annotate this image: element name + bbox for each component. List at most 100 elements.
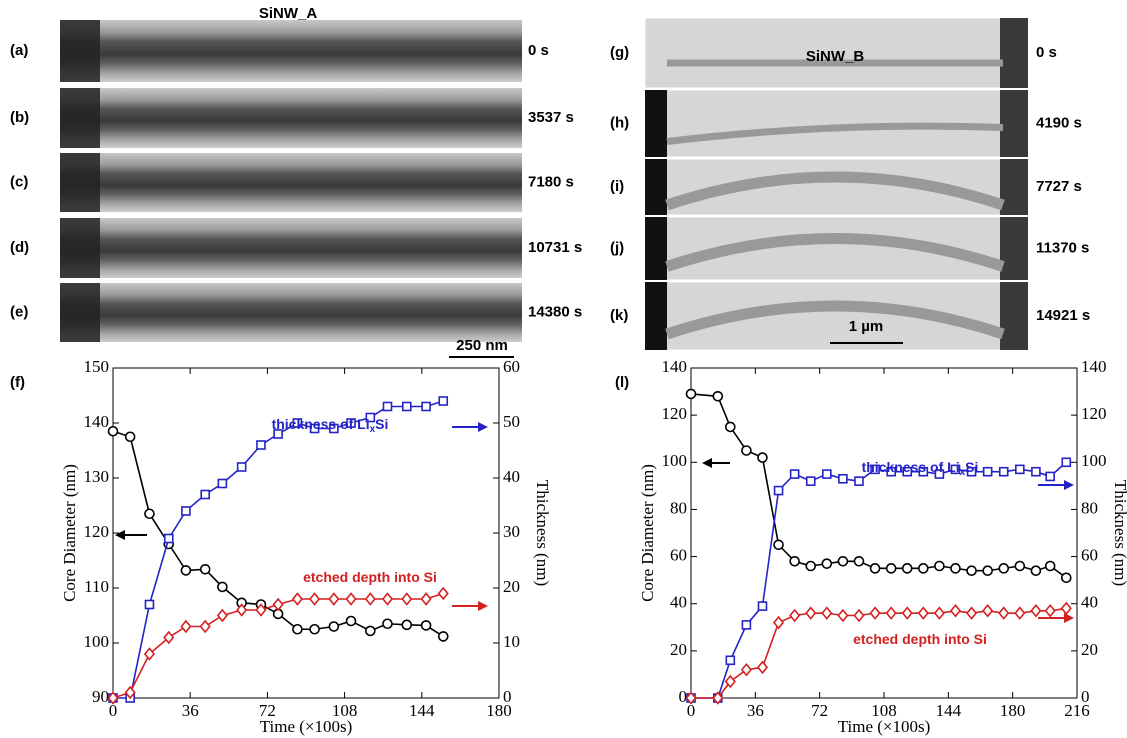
marker — [382, 618, 393, 630]
tem-image-edge — [645, 90, 667, 157]
annotation-arrowhead — [1064, 613, 1074, 623]
marker — [1014, 606, 1026, 620]
tem-image — [60, 88, 522, 148]
y-tick-label: 80 — [670, 498, 687, 517]
tem-image-edge — [645, 282, 667, 350]
marker — [950, 563, 961, 574]
tem-image-edge — [60, 218, 100, 278]
y2-tick-label: 60 — [1081, 545, 1098, 564]
x-tick-label: 108 — [871, 701, 897, 720]
marker — [885, 563, 897, 574]
frame-label: (g) — [610, 44, 629, 61]
marker — [199, 563, 211, 575]
frame-time: 14380 s — [528, 303, 582, 320]
annotation-arrowhead — [115, 530, 125, 540]
marker — [256, 440, 266, 450]
frame-label: (e) — [10, 303, 28, 320]
y2-tick-label: 140 — [1081, 357, 1107, 376]
marker — [365, 412, 376, 423]
marker — [773, 539, 784, 551]
plot-frame — [112, 367, 500, 699]
x-tick-label: 180 — [486, 701, 512, 720]
nanowire — [666, 122, 1004, 145]
marker — [180, 565, 192, 576]
x-axis-label: Time (×100s) — [838, 717, 931, 736]
marker — [998, 606, 1010, 620]
y2-tick-label: 0 — [503, 687, 512, 706]
marker — [918, 466, 929, 477]
marker — [998, 563, 1010, 574]
frame-label: (c) — [10, 173, 28, 190]
marker — [437, 631, 449, 642]
frame-label: (k) — [610, 307, 628, 324]
y-tick-label: 120 — [84, 522, 110, 541]
frame-time: 7180 s — [528, 173, 574, 190]
marker — [272, 597, 284, 612]
marker — [725, 421, 736, 433]
marker — [1061, 457, 1072, 468]
marker — [143, 647, 155, 661]
y-tick-label: 40 — [670, 593, 687, 612]
y2-tick-label: 20 — [1081, 640, 1098, 659]
marker — [328, 592, 340, 606]
x-tick-label: 144 — [936, 701, 962, 720]
marker — [805, 606, 817, 620]
marker — [950, 464, 961, 475]
y2-tick-label: 40 — [503, 467, 520, 486]
marker — [365, 625, 376, 637]
marker — [870, 464, 880, 475]
marker — [329, 423, 339, 434]
y2-tick-label: 10 — [503, 632, 520, 651]
marker — [966, 466, 977, 477]
tem-image — [60, 218, 522, 278]
marker — [382, 401, 393, 412]
marker — [821, 606, 833, 620]
marker — [869, 563, 881, 574]
annotation: etched depth into Si — [303, 569, 437, 585]
marker — [217, 581, 228, 593]
marker — [982, 604, 994, 618]
annotation-part: x — [960, 467, 966, 478]
marker — [181, 506, 191, 516]
frame-label: (j) — [610, 239, 624, 256]
marker — [854, 476, 864, 486]
annotation-arrowhead — [478, 422, 488, 432]
x-tick-label: 72 — [811, 701, 828, 720]
marker — [144, 508, 155, 520]
marker — [757, 452, 768, 463]
marker — [773, 615, 785, 630]
y-axis-label: Core Diameter (nm) — [60, 464, 79, 602]
marker — [918, 563, 929, 574]
marker — [869, 606, 881, 620]
frame-time: 4190 s — [1036, 114, 1082, 131]
tem-image — [60, 153, 522, 212]
y-tick-label: 100 — [662, 451, 688, 470]
marker — [757, 601, 768, 611]
annotation: thickness of LixSi — [272, 416, 389, 435]
nanowire — [665, 233, 1005, 272]
y2-tick-label: 50 — [503, 412, 520, 431]
marker — [1044, 604, 1056, 618]
marker — [381, 592, 394, 606]
marker — [712, 390, 724, 402]
annotation-arrowhead — [478, 601, 488, 611]
tem-image-edge — [1000, 217, 1028, 280]
marker — [982, 466, 993, 477]
frame-time: 0 s — [1036, 44, 1057, 61]
marker — [364, 592, 376, 606]
tem-image-edge — [1000, 282, 1028, 350]
marker — [901, 563, 913, 574]
marker — [853, 555, 865, 567]
panel-label: (f) — [10, 374, 25, 391]
series-line — [691, 461, 1067, 699]
y2-tick-label: 40 — [1081, 593, 1098, 612]
marker — [124, 685, 136, 700]
nanowire — [665, 300, 1005, 340]
marker — [163, 630, 175, 645]
marker — [124, 431, 136, 443]
marker — [420, 592, 432, 606]
marker — [144, 599, 155, 610]
frame-label: (a) — [10, 42, 28, 59]
y-tick-label: 150 — [84, 357, 110, 376]
annotation-part: etched depth into Si — [303, 569, 437, 585]
